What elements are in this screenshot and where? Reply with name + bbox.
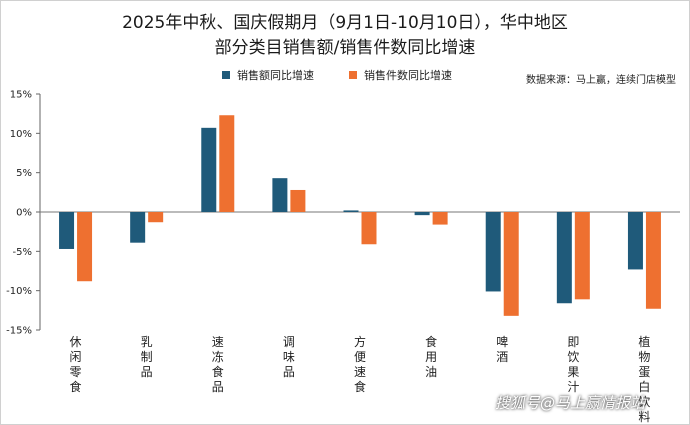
x-category-label: 速: [354, 365, 366, 379]
x-category-label: 食: [70, 379, 82, 394]
x-category-label: 味: [283, 350, 295, 364]
bar-sales-units: [77, 212, 93, 282]
x-category-label: 品: [212, 380, 224, 394]
x-category-label: 便: [354, 350, 366, 364]
chart-title-line1: 2025年中秋、国庆假期月（9月1日-10月10日），华中地区: [122, 13, 568, 33]
x-category-label: 植: [638, 334, 650, 349]
bar-sales-amount: [485, 212, 501, 292]
x-category-label: 冻: [212, 349, 224, 364]
y-tick-label: 15%: [10, 90, 32, 101]
bar-sales-units: [219, 115, 235, 212]
legend-swatch-sales-units: [349, 71, 357, 79]
x-category-label: 油: [425, 365, 437, 379]
y-tick-label: 10%: [10, 129, 32, 140]
legend-label-sales-amount: 销售额同比增速: [237, 69, 314, 82]
bar-sales-units: [290, 189, 306, 212]
x-category-label: 食: [425, 334, 437, 349]
x-category-label: 饮: [567, 350, 579, 364]
x-category-label: 闲: [70, 350, 82, 364]
bar-sales-amount: [627, 212, 643, 270]
bar-sales-amount: [343, 210, 359, 212]
bar-sales-amount: [414, 212, 430, 216]
bar-sales-units: [503, 212, 519, 316]
bar-sales-units: [645, 212, 661, 309]
bar-sales-amount: [201, 127, 217, 212]
x-category-label: 休: [70, 335, 82, 349]
legend-item-sales-units: 销售件数同比增速: [349, 67, 452, 83]
chart-title-line2: 部分类目销售额/销售件数同比增速: [214, 38, 476, 58]
x-category-label: 即: [567, 335, 579, 349]
x-category-label: 果: [567, 365, 579, 379]
bar-sales-amount: [272, 178, 288, 212]
x-category-label: 品: [141, 365, 153, 379]
x-category-label: 白: [638, 379, 650, 394]
x-category-label: 啤: [496, 334, 508, 349]
x-category-label: 速: [212, 335, 224, 349]
y-tick-label: -5%: [13, 247, 32, 258]
x-category-label: 食: [354, 379, 366, 394]
legend-swatch-sales-amount: [222, 71, 230, 79]
x-category-label: 制: [141, 350, 153, 364]
x-category-label: 饮: [638, 395, 650, 409]
x-category-label: 调: [283, 335, 295, 349]
x-category-label: 物: [638, 350, 650, 364]
x-category-label: 食: [212, 364, 224, 379]
x-category-label: 乳: [141, 335, 153, 349]
x-category-label: 零: [70, 365, 82, 379]
bar-sales-units: [432, 212, 448, 225]
x-category-label: 蛋: [638, 365, 650, 379]
bar-sales-units: [574, 212, 590, 300]
y-tick-label: -15%: [6, 326, 32, 337]
x-category-label: 方: [354, 334, 366, 349]
x-category-label: 料: [638, 410, 650, 424]
x-category-label: 汁: [567, 380, 579, 394]
bar-sales-amount: [130, 212, 146, 243]
watermark: 搜狐号@马上赢情报站: [495, 394, 646, 412]
y-tick-label: -10%: [6, 286, 32, 297]
x-category-label: 用: [425, 350, 437, 364]
y-tick-label: 5%: [16, 168, 32, 179]
y-tick-label: 0%: [16, 208, 32, 219]
bar-sales-amount: [556, 212, 572, 304]
legend-item-sales-amount: 销售额同比增速: [222, 67, 314, 83]
bar-sales-units: [148, 212, 164, 223]
x-category-label: 酒: [496, 350, 508, 364]
data-source-note: 数据来源：马上赢，连续门店模型: [526, 75, 676, 86]
legend-label-sales-units: 销售件数同比增速: [364, 69, 452, 82]
bar-sales-amount: [59, 212, 75, 249]
bar-sales-units: [361, 212, 377, 245]
x-category-label: 品: [283, 365, 295, 379]
